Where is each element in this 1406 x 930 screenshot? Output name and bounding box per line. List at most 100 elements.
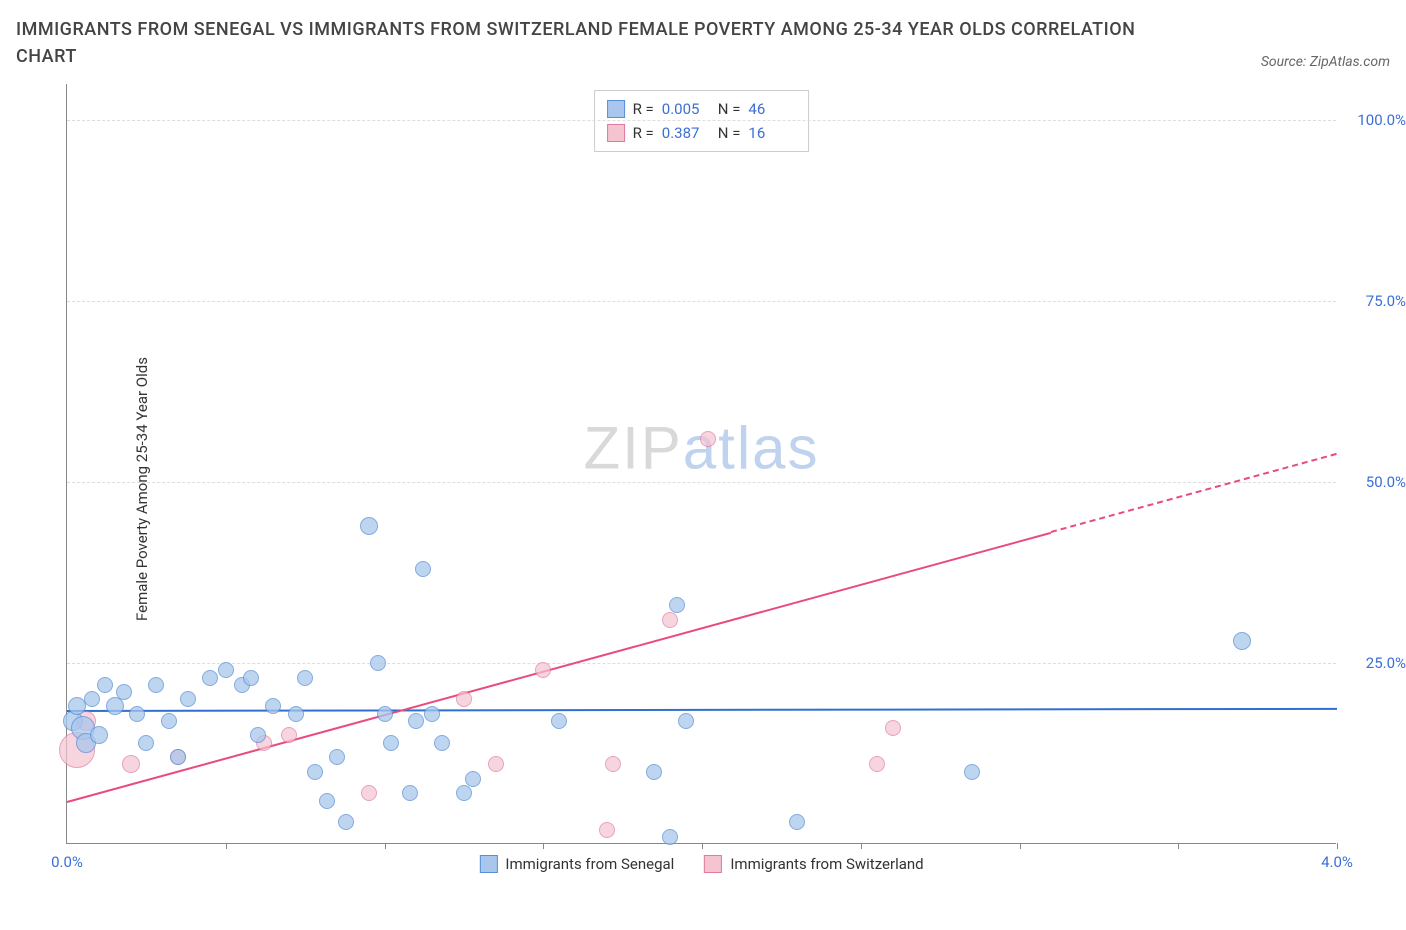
data-point (964, 764, 980, 780)
data-point (360, 517, 378, 535)
data-point (402, 785, 418, 801)
data-point (161, 713, 177, 729)
data-point (361, 785, 377, 801)
legend-r-value: 0.005 (662, 97, 710, 121)
watermark-zip: ZIP (583, 415, 682, 482)
legend-r-value: 0.387 (662, 121, 710, 145)
data-point (106, 697, 124, 715)
data-point (243, 670, 259, 686)
data-point (700, 431, 716, 447)
data-point (68, 697, 86, 715)
data-point (218, 662, 234, 678)
data-point (90, 726, 108, 744)
y-tick-label: 25.0% (1346, 654, 1406, 672)
data-point (370, 655, 386, 671)
data-point (869, 756, 885, 772)
legend-label: Immigrants from Switzerland (730, 855, 923, 873)
legend-swatch (607, 100, 625, 118)
legend-series: Immigrants from Senegal Immigrants from S… (479, 855, 923, 873)
data-point (383, 735, 399, 751)
plot-area: ZIPatlas R =0.005N =46R =0.387N =16 Immi… (66, 84, 1336, 844)
y-tick-label: 100.0% (1346, 111, 1406, 129)
x-tick-mark (543, 843, 544, 849)
legend-stat-row: R = 0.005 N = 46 (607, 97, 797, 121)
data-point (669, 597, 685, 613)
data-point (97, 677, 113, 693)
data-point (551, 713, 567, 729)
y-tick-label: 50.0% (1346, 473, 1406, 491)
data-point (599, 822, 615, 838)
data-point (122, 755, 140, 773)
data-point (116, 684, 132, 700)
x-tick-mark (1337, 843, 1338, 849)
data-point (646, 764, 662, 780)
x-tick-mark (1178, 843, 1179, 849)
data-point (202, 670, 218, 686)
x-tick-label: 4.0% (1321, 853, 1353, 871)
legend-label: Immigrants from Senegal (505, 855, 674, 873)
legend-n-label: N = (718, 97, 741, 121)
gridline (67, 120, 1336, 121)
data-point (885, 720, 901, 736)
x-tick-mark (226, 843, 227, 849)
data-point (456, 691, 472, 707)
chart-container: Female Poverty Among 25-34 Year Olds ZIP… (16, 74, 1390, 904)
data-point (265, 698, 281, 714)
data-point (408, 713, 424, 729)
trend-line (67, 531, 1052, 802)
legend-n-label: N = (718, 121, 741, 145)
data-point (662, 612, 678, 628)
data-point (288, 706, 304, 722)
data-point (338, 814, 354, 830)
data-point (535, 662, 551, 678)
data-point (297, 670, 313, 686)
data-point (662, 829, 678, 845)
data-point (488, 756, 504, 772)
data-point (377, 706, 393, 722)
data-point (1233, 632, 1251, 650)
chart-title: IMMIGRANTS FROM SENEGAL VS IMMIGRANTS FR… (16, 16, 1136, 70)
data-point (415, 561, 431, 577)
data-point (465, 771, 481, 787)
gridline (67, 663, 1336, 664)
legend-item: Immigrants from Senegal (479, 855, 674, 873)
legend-n-value: 46 (748, 97, 796, 121)
legend-r-label: R = (633, 97, 654, 121)
x-tick-mark (861, 843, 862, 849)
data-point (250, 727, 266, 743)
data-point (329, 749, 345, 765)
x-tick-mark (702, 843, 703, 849)
legend-swatch (607, 124, 625, 142)
data-point (180, 691, 196, 707)
legend-swatch (704, 855, 722, 873)
data-point (789, 814, 805, 830)
legend-swatch (479, 855, 497, 873)
data-point (148, 677, 164, 693)
data-point (281, 727, 297, 743)
x-tick-label: 0.0% (51, 853, 83, 871)
trend-line (67, 708, 1337, 712)
data-point (424, 706, 440, 722)
legend-n-value: 16 (748, 121, 796, 145)
source-label: Source: ZipAtlas.com (1261, 54, 1390, 70)
legend-stat-row: R = 0.387 N = 16 (607, 121, 797, 145)
data-point (129, 706, 145, 722)
watermark-atlas: atlas (683, 415, 820, 482)
gridline (67, 301, 1336, 302)
y-tick-label: 75.0% (1346, 292, 1406, 310)
data-point (84, 691, 100, 707)
trend-line (1051, 453, 1337, 533)
watermark: ZIPatlas (583, 414, 819, 483)
legend-item: Immigrants from Switzerland (704, 855, 923, 873)
data-point (307, 764, 323, 780)
data-point (434, 735, 450, 751)
data-point (319, 793, 335, 809)
data-point (678, 713, 694, 729)
legend-r-label: R = (633, 121, 654, 145)
data-point (170, 749, 186, 765)
data-point (138, 735, 154, 751)
x-tick-mark (1020, 843, 1021, 849)
data-point (456, 785, 472, 801)
data-point (605, 756, 621, 772)
gridline (67, 482, 1336, 483)
